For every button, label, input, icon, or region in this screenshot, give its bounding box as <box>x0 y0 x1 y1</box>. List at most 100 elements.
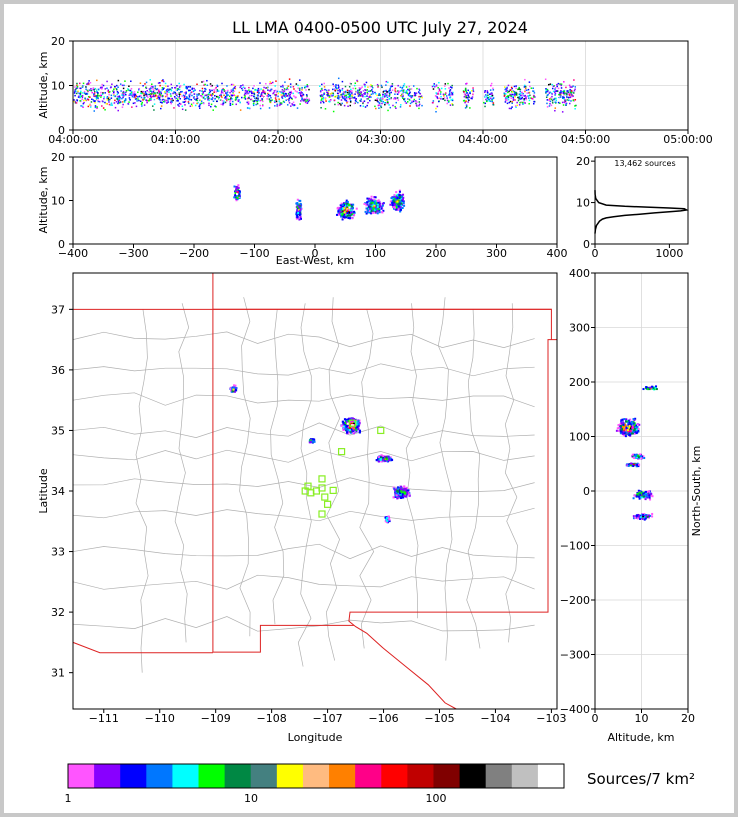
source-point <box>212 93 215 96</box>
source-point <box>306 95 308 97</box>
source-point <box>207 97 210 99</box>
source-point <box>154 95 156 98</box>
source-point <box>362 90 365 92</box>
source-point <box>299 103 301 105</box>
source-point <box>629 418 632 421</box>
source-point <box>563 94 565 96</box>
source-point <box>343 425 346 428</box>
x-tick-label: 04:00:00 <box>48 133 97 146</box>
source-point <box>165 85 167 88</box>
source-point <box>343 211 346 214</box>
source-point <box>349 211 352 214</box>
source-point <box>399 210 402 213</box>
source-point <box>483 95 486 98</box>
source-point <box>159 90 162 93</box>
source-point <box>395 194 398 197</box>
source-point <box>380 90 382 92</box>
source-point <box>399 493 402 496</box>
source-point <box>506 95 508 98</box>
source-point <box>141 105 143 107</box>
source-point <box>270 97 272 99</box>
source-point <box>394 198 397 201</box>
source-point <box>276 90 279 93</box>
source-point <box>242 84 244 86</box>
source-point <box>289 91 292 94</box>
source-point <box>150 99 152 101</box>
source-point <box>234 87 237 90</box>
source-point <box>110 94 113 97</box>
source-point <box>220 95 223 97</box>
source-point <box>377 85 379 87</box>
source-point <box>198 93 200 95</box>
source-point <box>395 200 398 203</box>
source-point <box>189 93 191 95</box>
source-point <box>235 198 238 201</box>
county-line <box>72 574 535 590</box>
source-point <box>554 92 557 95</box>
source-point <box>278 100 281 102</box>
source-point <box>449 94 452 97</box>
source-point <box>222 102 224 105</box>
source-point <box>634 424 637 427</box>
county-line <box>72 543 535 560</box>
source-point <box>300 95 303 98</box>
source-point <box>399 90 401 92</box>
source-point <box>157 96 160 99</box>
source-point <box>553 98 556 101</box>
source-point <box>175 93 177 95</box>
source-point <box>94 87 97 90</box>
source-point <box>206 97 209 99</box>
source-point <box>449 86 452 88</box>
source-point <box>257 87 260 90</box>
source-point <box>384 459 387 462</box>
source-point <box>393 92 395 95</box>
source-point <box>91 91 94 94</box>
source-point <box>286 87 289 89</box>
source-point <box>522 92 524 95</box>
source-point <box>563 90 566 93</box>
source-point <box>346 207 349 210</box>
source-point <box>396 198 399 201</box>
source-point <box>418 95 420 98</box>
source-point <box>364 89 367 92</box>
source-point <box>226 91 229 93</box>
source-point <box>344 90 347 93</box>
source-point <box>629 433 632 436</box>
source-point <box>490 82 493 85</box>
source-point <box>150 93 153 95</box>
source-point <box>159 84 161 87</box>
source-point <box>349 424 352 427</box>
source-point <box>373 200 376 203</box>
source-point <box>284 81 286 83</box>
source-point <box>385 89 387 92</box>
source-point <box>569 90 572 92</box>
source-point <box>378 458 381 461</box>
source-point <box>262 100 264 103</box>
source-point <box>339 210 342 213</box>
source-point <box>206 79 208 82</box>
source-point <box>205 88 207 91</box>
source-point <box>376 206 379 209</box>
x-tick-label: −110 <box>145 712 175 725</box>
source-point <box>510 97 512 99</box>
source-point <box>358 91 361 94</box>
source-point <box>157 89 160 92</box>
source-point <box>183 95 186 97</box>
source-point <box>567 96 570 99</box>
source-point <box>484 102 487 105</box>
source-point <box>178 93 181 96</box>
source-point <box>393 201 396 204</box>
source-point <box>84 99 87 102</box>
source-point <box>377 97 379 99</box>
source-point <box>351 424 355 427</box>
ground-strike-marker <box>318 484 326 492</box>
source-point <box>156 95 158 97</box>
source-point <box>234 98 237 101</box>
source-point <box>147 93 149 96</box>
source-point <box>351 213 354 216</box>
source-point <box>504 88 506 91</box>
source-point <box>224 101 227 104</box>
source-point <box>357 101 359 104</box>
source-point <box>521 94 523 96</box>
